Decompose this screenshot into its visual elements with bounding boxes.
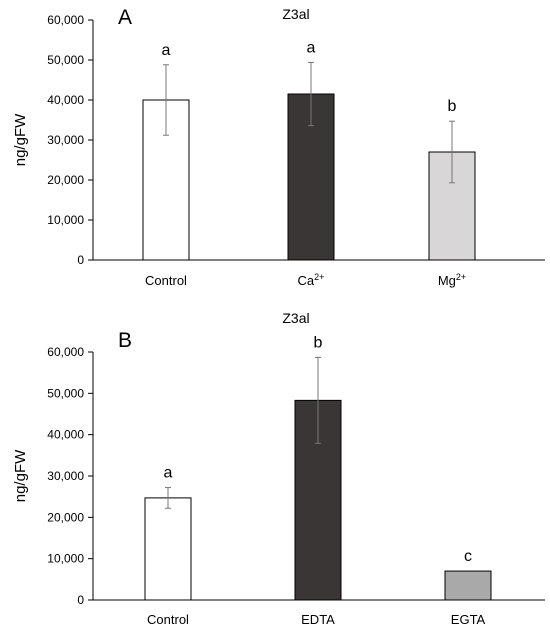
panel-b-y-tick-label: 40,000: [47, 428, 84, 442]
panel-a-y-tick-label: 30,000: [47, 133, 84, 147]
panel-b-y-axis-label: ng/gFW: [12, 449, 29, 502]
panel-a-category-label: Control: [145, 273, 187, 288]
panel-b-title: Z3al: [282, 310, 309, 326]
panel-a-significance-letter: b: [448, 98, 457, 115]
panel-a-category-label: Ca2+: [298, 272, 325, 288]
panel-b-y-tick-label: 0: [77, 593, 84, 607]
panel-b-y-tick-label: 30,000: [47, 469, 84, 483]
panel-a-y-tick-label: 0: [77, 253, 84, 267]
panel-a-y-axis-label: ng/gFW: [12, 113, 29, 166]
panel-b-bar: [144, 497, 192, 601]
panel-b-y-tick-label: 60,000: [47, 345, 84, 359]
panel-b-y-tick-label: 50,000: [47, 386, 84, 400]
panel-b-category-label: EGTA: [451, 612, 486, 627]
panel-a-y-tick-label: 40,000: [47, 93, 84, 107]
panel-b-significance-letter: b: [314, 334, 323, 351]
panel-a-panel-letter: A: [118, 6, 132, 29]
panel-b-bar: [444, 570, 492, 601]
panel-a-category-label: Mg2+: [438, 272, 466, 288]
panel-b-y-tick-label: 20,000: [47, 510, 84, 524]
panel-b-y-tick-label: 10,000: [47, 552, 84, 566]
panel-a-y-tick-label: 20,000: [47, 173, 84, 187]
panel-a-significance-letter: a: [307, 39, 316, 56]
panel-b-category-label: Control: [147, 612, 189, 627]
panel-a-y-tick-label: 10,000: [47, 213, 84, 227]
panel-a-significance-letter: a: [162, 42, 171, 59]
panel-b-significance-letter: a: [164, 465, 173, 482]
panel-a-title: Z3al: [282, 6, 309, 22]
panel-b-significance-letter: c: [464, 548, 472, 565]
panel-a-y-tick-label: 60,000: [47, 13, 84, 27]
panel-b-panel-letter: B: [118, 329, 132, 352]
panel-b-category-label: EDTA: [301, 612, 335, 627]
panel-a-y-tick-label: 50,000: [47, 53, 84, 67]
